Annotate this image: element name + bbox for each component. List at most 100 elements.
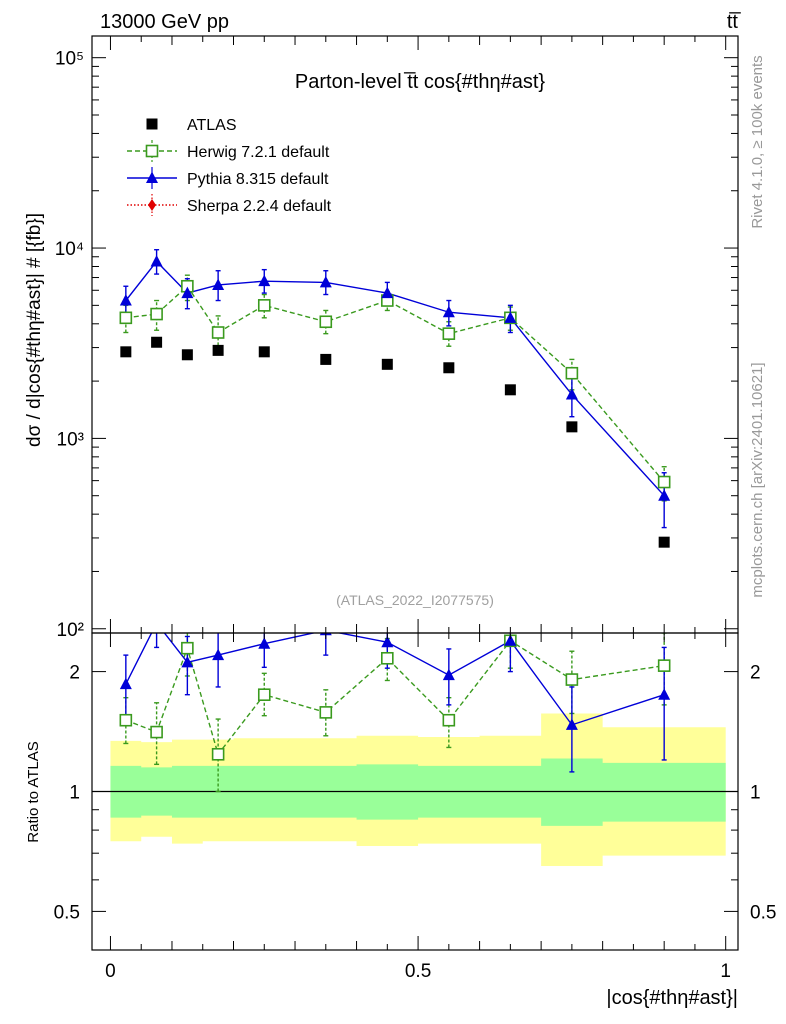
legend-marker — [146, 171, 158, 183]
pythia-point — [212, 278, 225, 290]
mcplots-label: mcplots.cern.ch [arXiv:2401.10621] — [749, 362, 766, 597]
herwig-ratio-point — [565, 673, 579, 686]
pythia-point — [565, 388, 578, 400]
pythia-ratio-errorbar — [323, 633, 329, 656]
herwig-ratio-point — [211, 747, 225, 761]
ratio-ytick-label: 0.5 — [54, 902, 80, 923]
xtick-label: 0.5 — [405, 961, 431, 982]
atlas-point — [181, 349, 193, 361]
pythia-ratio-point — [151, 616, 163, 628]
legend-label: Herwig 7.2.1 default — [187, 144, 330, 161]
ratio-ytick-label-right: 1 — [750, 783, 761, 804]
herwig-line — [125, 285, 665, 483]
herwig-ratio-point — [150, 725, 163, 739]
xtick-label: 0 — [105, 961, 116, 982]
herwig-point — [657, 475, 671, 489]
bottom-panel: 0.5 0.51 12 2 0 0.5 1 Ratio to ATLAS |cos{#th… — [25, 616, 777, 1009]
legend-label: Pythia 8.315 default — [187, 171, 329, 188]
xtick-labels: 0 0.5 1 — [105, 961, 731, 982]
ratio-ylabel: Ratio to ATLAS — [25, 741, 42, 842]
pythia-ratio-line — [125, 633, 665, 726]
top-ylabel: dσ / d|cos{#thη#ast}| # [{fb}] — [24, 213, 45, 447]
pythia-point — [258, 274, 271, 287]
pythia-ratio-errorbar — [154, 633, 160, 649]
legend-marker — [148, 199, 156, 211]
bottom-ytick-labels: 0.5 0.5 1 1 2 2 — [54, 663, 777, 924]
pythia-ratio-point — [658, 688, 671, 700]
pythia-point — [442, 305, 455, 318]
atlas-point — [212, 344, 224, 356]
pythia-line — [125, 260, 665, 497]
herwig-ratio-point — [319, 706, 333, 719]
chart-title: Parton-level t̅t cos{#thη#ast} — [295, 71, 545, 93]
pythia-point — [181, 286, 194, 299]
xtick-label: 1 — [720, 961, 731, 982]
pythia-ratio-point — [565, 718, 578, 730]
pythia-ratio-point — [442, 668, 455, 681]
herwig-point — [119, 311, 133, 325]
herwig-point — [442, 327, 456, 340]
atlas-point — [320, 353, 332, 365]
pythia-ratio-point — [119, 677, 132, 690]
atlas-point — [381, 358, 393, 370]
pythia-ratio-point — [258, 637, 271, 649]
legend-label: ATLAS — [187, 117, 237, 134]
atlas-point — [504, 384, 516, 396]
pythia-point — [504, 311, 517, 323]
legend-entry: Pythia 8.315 default — [127, 167, 329, 189]
watermark: (ATLAS_2022_I2077575) — [336, 592, 494, 608]
pythia-ratio-point — [212, 648, 225, 661]
top-plot-area — [119, 249, 671, 548]
legend-label: Sherpa 2.2.4 default — [187, 198, 332, 215]
ratio-plot-area — [92, 616, 738, 867]
top-ytick-label: 10³ — [57, 429, 84, 450]
process-label: tt̅ — [727, 11, 741, 33]
herwig-point — [565, 366, 579, 380]
pythia-point — [381, 286, 394, 299]
ratio-ytick-label: 2 — [69, 663, 80, 684]
top-axis-ticks — [92, 36, 738, 633]
pythia-point — [150, 254, 163, 267]
pythia-point — [319, 275, 332, 288]
top-panel: 10² 10³ 10⁴ 10⁵ Parton-level t̅t cos{#thη#a… — [24, 35, 739, 641]
energy-label: 13000 GeV pp — [100, 11, 229, 33]
legend-marker — [145, 144, 159, 158]
herwig-point — [211, 326, 225, 339]
top-ytick-label: 10² — [57, 620, 84, 641]
top-ytick-labels: 10² 10³ 10⁴ 10⁵ — [55, 49, 84, 641]
legend: ATLAS Herwig 7.2.1 default Pythia 8.315 de… — [127, 117, 332, 216]
pythia-point — [658, 489, 671, 501]
legend-marker — [146, 118, 158, 130]
herwig-errorbar — [154, 299, 160, 331]
herwig-ratio-point — [181, 641, 194, 655]
ratio-band-inner — [110, 758, 726, 826]
atlas-point — [443, 362, 455, 374]
legend-entry: Sherpa 2.2.4 default — [127, 194, 332, 216]
herwig-point — [150, 307, 163, 321]
legend-entry: Herwig 7.2.1 default — [127, 140, 330, 162]
ratio-ytick-label-right: 0.5 — [750, 902, 776, 923]
herwig-ratio-point — [257, 688, 271, 701]
herwig-ratio-point — [119, 713, 133, 727]
rivet-label: Rivet 4.1.0, ≥ 100k events — [749, 55, 766, 228]
herwig-ratio-point — [657, 659, 671, 672]
xlabel: |cos{#thη#ast}| — [606, 987, 738, 1009]
herwig-point — [319, 315, 333, 329]
herwig-ratio-point — [442, 713, 456, 727]
pythia-ratio-point — [181, 655, 194, 668]
top-ytick-label: 10⁵ — [55, 49, 84, 70]
ratio-ytick-label: 1 — [69, 783, 80, 804]
bottom-axis-ticks — [92, 633, 738, 951]
atlas-point — [151, 336, 163, 348]
atlas-point — [120, 346, 132, 358]
legend-entry: ATLAS — [146, 117, 237, 134]
atlas-point — [658, 536, 670, 548]
herwig-ratio-point — [381, 651, 394, 665]
pythia-point — [119, 294, 132, 306]
atlas-point — [566, 421, 578, 433]
pythia-ratio-point — [504, 634, 517, 646]
pythia-ratio-point — [381, 635, 394, 648]
ratio-ytick-label-right: 2 — [750, 663, 761, 684]
herwig-point — [257, 299, 271, 312]
